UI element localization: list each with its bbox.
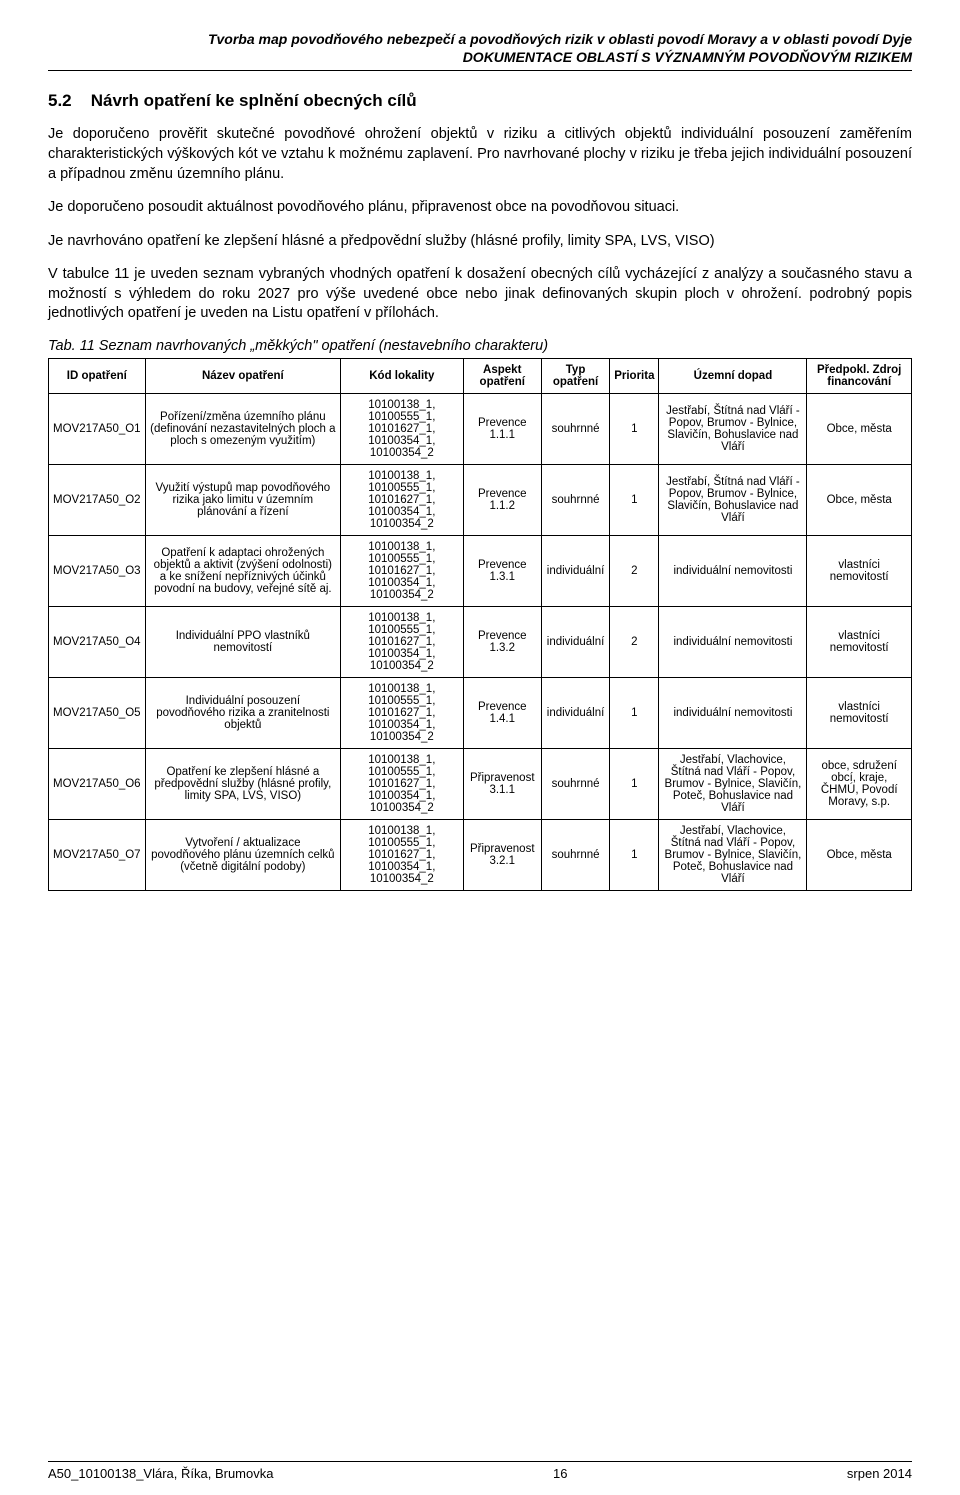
cell-impact: individuální nemovitosti (659, 535, 807, 606)
cell-id: MOV217A50_O5 (49, 677, 146, 748)
cell-type: souhrnné (541, 393, 609, 464)
cell-name: Využití výstupů map povodňového rizika j… (145, 464, 341, 535)
table-row: MOV217A50_O1Pořízení/změna územního plán… (49, 393, 912, 464)
page-footer: A50_10100138_Vlára, Říka, Brumovka 16 sr… (48, 1461, 912, 1481)
cell-fund: vlastníci nemovitostí (807, 535, 912, 606)
cell-type: individuální (541, 677, 609, 748)
cell-id: MOV217A50_O1 (49, 393, 146, 464)
table-row: MOV217A50_O2Využití výstupů map povodňov… (49, 464, 912, 535)
cell-codes: 10100138_1, 10100555_1, 10101627_1, 1010… (341, 748, 463, 819)
cell-id: MOV217A50_O2 (49, 464, 146, 535)
table-row: MOV217A50_O5Individuální posouzení povod… (49, 677, 912, 748)
col-name: Název opatření (145, 358, 341, 393)
page-header: Tvorba map povodňového nebezpečí a povod… (48, 30, 912, 66)
cell-name: Pořízení/změna územního plánu (definován… (145, 393, 341, 464)
cell-fund: Obce, města (807, 393, 912, 464)
col-aspect: Aspekt opatření (463, 358, 541, 393)
section-number: 5.2 (48, 91, 86, 111)
cell-type: souhrnné (541, 819, 609, 890)
table-row: MOV217A50_O7Vytvoření / aktualizace povo… (49, 819, 912, 890)
footer-center: 16 (553, 1466, 567, 1481)
cell-name: Opatření ke zlepšení hlásné a předpovědn… (145, 748, 341, 819)
cell-fund: vlastníci nemovitostí (807, 677, 912, 748)
cell-aspect: Prevence 1.3.2 (463, 606, 541, 677)
cell-aspect: Připravenost 3.1.1 (463, 748, 541, 819)
cell-codes: 10100138_1, 10100555_1, 10101627_1, 1010… (341, 535, 463, 606)
cell-priority: 1 (610, 464, 659, 535)
paragraph-2: Je doporučeno posoudit aktuálnost povodň… (48, 198, 912, 218)
table-row: MOV217A50_O3Opatření k adaptaci ohrožený… (49, 535, 912, 606)
table-header-row: ID opatření Název opatření Kód lokality … (49, 358, 912, 393)
cell-impact: Jestřabí, Štítná nad Vláří - Popov, Brum… (659, 393, 807, 464)
cell-type: souhrnné (541, 464, 609, 535)
cell-impact: individuální nemovitosti (659, 677, 807, 748)
cell-codes: 10100138_1, 10100555_1, 10101627_1, 1010… (341, 393, 463, 464)
cell-codes: 10100138_1, 10100555_1, 10101627_1, 1010… (341, 677, 463, 748)
table-row: MOV217A50_O6Opatření ke zlepšení hlásné … (49, 748, 912, 819)
cell-fund: Obce, města (807, 819, 912, 890)
cell-priority: 2 (610, 606, 659, 677)
header-rule (48, 70, 912, 71)
col-priority: Priorita (610, 358, 659, 393)
cell-impact: Jestřabí, Vlachovice, Štítná nad Vláří -… (659, 748, 807, 819)
section-heading: 5.2 Návrh opatření ke splnění obecných c… (48, 91, 912, 111)
paragraph-4: V tabulce 11 je uveden seznam vybraných … (48, 265, 912, 324)
cell-id: MOV217A50_O3 (49, 535, 146, 606)
cell-impact: individuální nemovitosti (659, 606, 807, 677)
cell-impact: Jestřabí, Štítná nad Vláří - Popov, Brum… (659, 464, 807, 535)
measures-table: ID opatření Název opatření Kód lokality … (48, 358, 912, 891)
cell-aspect: Prevence 1.1.1 (463, 393, 541, 464)
cell-codes: 10100138_1, 10100555_1, 10101627_1, 1010… (341, 819, 463, 890)
col-impact: Územní dopad (659, 358, 807, 393)
table-row: MOV217A50_O4Individuální PPO vlastníků n… (49, 606, 912, 677)
cell-codes: 10100138_1, 10100555_1, 10101627_1, 1010… (341, 606, 463, 677)
col-type: Typ opatření (541, 358, 609, 393)
col-fund: Předpokl. Zdroj financo­vání (807, 358, 912, 393)
cell-fund: obce, sdružení obcí, kraje, ČHMÚ, Povodí… (807, 748, 912, 819)
cell-aspect: Prevence 1.3.1 (463, 535, 541, 606)
cell-priority: 2 (610, 535, 659, 606)
col-codes: Kód lokality (341, 358, 463, 393)
cell-name: Opatření k adaptaci ohrožených objektů a… (145, 535, 341, 606)
cell-name: Vytvoření / aktualizace povodňového plán… (145, 819, 341, 890)
footer-right: srpen 2014 (847, 1466, 912, 1481)
col-id: ID opatření (49, 358, 146, 393)
cell-priority: 1 (610, 819, 659, 890)
cell-id: MOV217A50_O6 (49, 748, 146, 819)
table-caption: Tab. 11 Seznam navrhovaných „měkkých" op… (48, 338, 912, 354)
cell-impact: Jestřabí, Vlachovice, Štítná nad Vláří -… (659, 819, 807, 890)
cell-name: Individuální PPO vlastníků nemovitostí (145, 606, 341, 677)
cell-type: individuální (541, 535, 609, 606)
section-title: Návrh opatření ke splnění obecných cílů (91, 91, 417, 110)
paragraph-3: Je navrhováno opatření ke zlepšení hlásn… (48, 232, 912, 252)
cell-type: individuální (541, 606, 609, 677)
cell-type: souhrnné (541, 748, 609, 819)
cell-id: MOV217A50_O7 (49, 819, 146, 890)
cell-fund: Obce, města (807, 464, 912, 535)
cell-priority: 1 (610, 393, 659, 464)
paragraph-1: Je doporučeno prověřit skutečné povodňov… (48, 125, 912, 184)
cell-name: Individuální posouzení povodňového rizik… (145, 677, 341, 748)
cell-aspect: Prevence 1.1.2 (463, 464, 541, 535)
cell-fund: vlastníci nemovitostí (807, 606, 912, 677)
header-line-1: Tvorba map povodňového nebezpečí a povod… (48, 30, 912, 48)
cell-priority: 1 (610, 677, 659, 748)
cell-aspect: Prevence 1.4.1 (463, 677, 541, 748)
cell-priority: 1 (610, 748, 659, 819)
cell-aspect: Připravenost 3.2.1 (463, 819, 541, 890)
cell-codes: 10100138_1, 10100555_1, 10101627_1, 1010… (341, 464, 463, 535)
header-line-2: DOKUMENTACE OBLASTÍ S VÝZNAMNÝM POVODŇOV… (48, 48, 912, 66)
footer-left: A50_10100138_Vlára, Říka, Brumovka (48, 1466, 273, 1481)
cell-id: MOV217A50_O4 (49, 606, 146, 677)
